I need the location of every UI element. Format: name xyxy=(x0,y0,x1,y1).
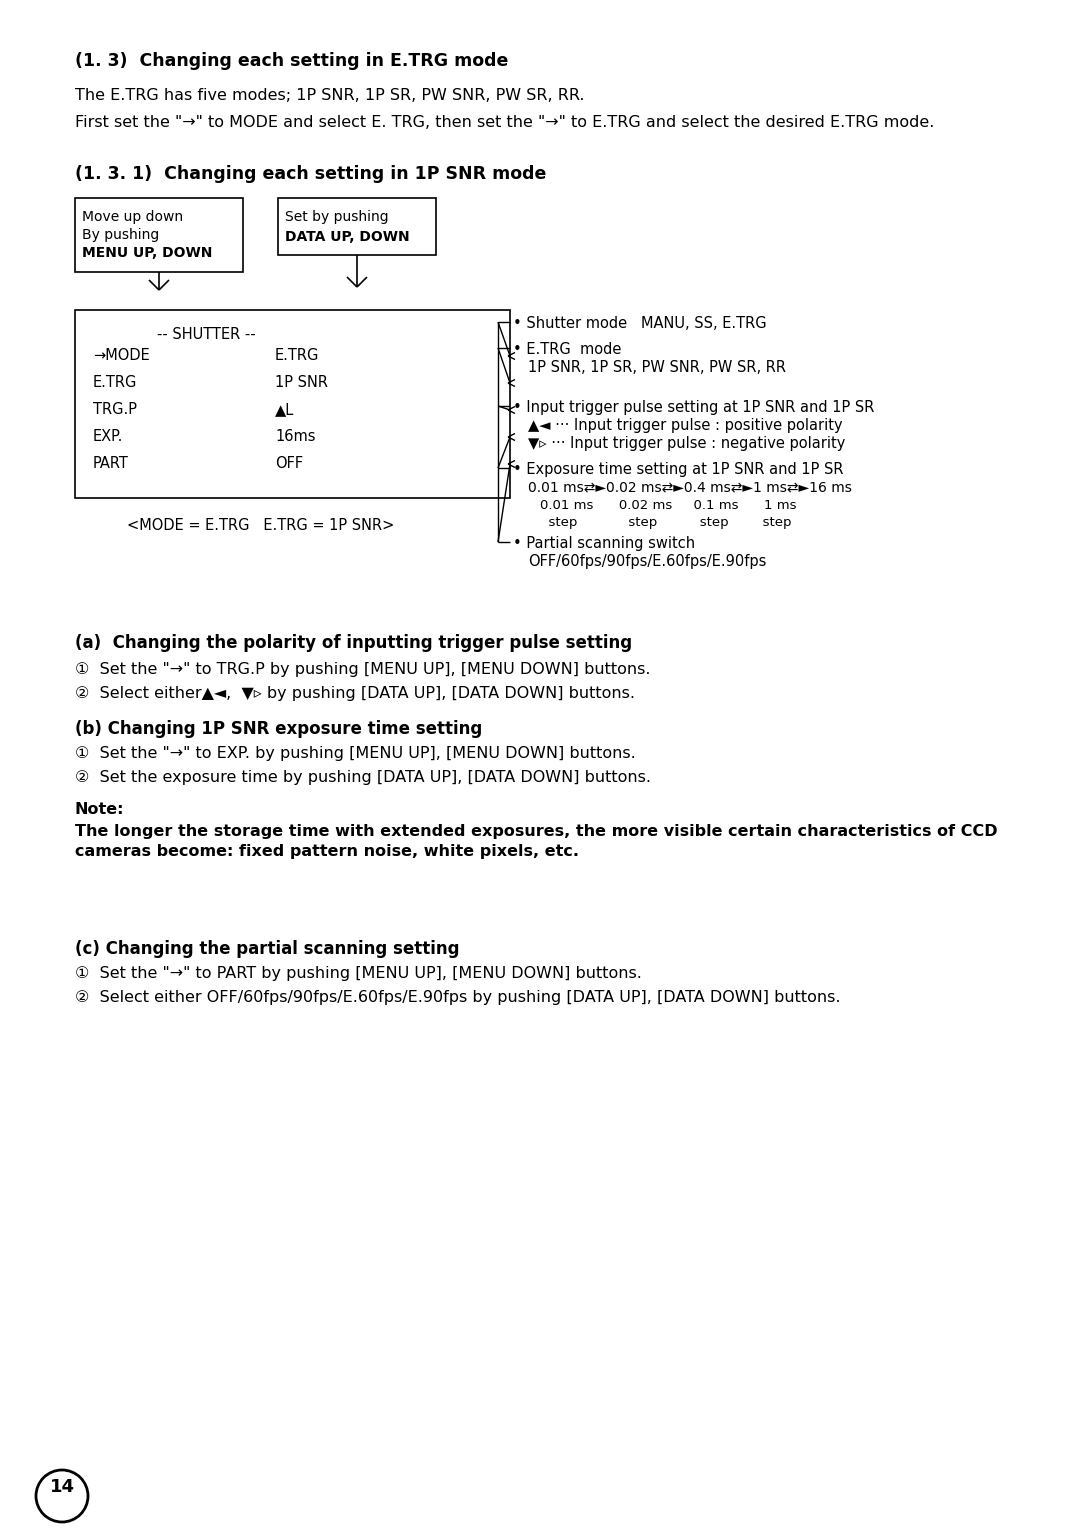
Text: By pushing: By pushing xyxy=(82,228,159,242)
Text: • Shutter mode   MANU, SS, E.TRG: • Shutter mode MANU, SS, E.TRG xyxy=(513,317,767,330)
Text: PART: PART xyxy=(93,456,129,471)
Text: • E.TRG  mode: • E.TRG mode xyxy=(513,342,621,356)
Text: 0.01 ms      0.02 ms     0.1 ms      1 ms: 0.01 ms 0.02 ms 0.1 ms 1 ms xyxy=(540,498,797,512)
Text: 1P SNR, 1P SR, PW SNR, PW SR, RR: 1P SNR, 1P SR, PW SNR, PW SR, RR xyxy=(528,359,786,375)
Text: cameras become: fixed pattern noise, white pixels, etc.: cameras become: fixed pattern noise, whi… xyxy=(75,844,579,859)
Text: 1P SNR: 1P SNR xyxy=(275,375,328,390)
Text: ①  Set the "→" to EXP. by pushing [MENU UP], [MENU DOWN] buttons.: ① Set the "→" to EXP. by pushing [MENU U… xyxy=(75,746,636,761)
Text: • Input trigger pulse setting at 1P SNR and 1P SR: • Input trigger pulse setting at 1P SNR … xyxy=(513,401,875,414)
Text: • Exposure time setting at 1P SNR and 1P SR: • Exposure time setting at 1P SNR and 1P… xyxy=(513,462,843,477)
Text: E.TRG: E.TRG xyxy=(275,349,320,362)
Text: 16ms: 16ms xyxy=(275,430,315,443)
Text: DATA UP, DOWN: DATA UP, DOWN xyxy=(285,229,409,245)
Text: First set the "→" to MODE and select E. TRG, then set the "→" to E.TRG and selec: First set the "→" to MODE and select E. … xyxy=(75,115,934,130)
Text: ▲◄ ··· Input trigger pulse : positive polarity: ▲◄ ··· Input trigger pulse : positive po… xyxy=(528,417,842,433)
Text: TRG.P: TRG.P xyxy=(93,402,137,417)
Text: ①  Set the "→" to TRG.P by pushing [MENU UP], [MENU DOWN] buttons.: ① Set the "→" to TRG.P by pushing [MENU … xyxy=(75,662,650,677)
Text: E.TRG: E.TRG xyxy=(93,375,137,390)
Text: →MODE: →MODE xyxy=(93,349,150,362)
Text: Move up down: Move up down xyxy=(82,209,184,225)
Text: (a)  Changing the polarity of inputting trigger pulse setting: (a) Changing the polarity of inputting t… xyxy=(75,635,632,651)
Text: (1. 3)  Changing each setting in E.TRG mode: (1. 3) Changing each setting in E.TRG mo… xyxy=(75,52,509,70)
Text: ▲L: ▲L xyxy=(275,402,294,417)
Text: MENU UP, DOWN: MENU UP, DOWN xyxy=(82,246,213,260)
Text: step            step          step        step: step step step step xyxy=(540,515,792,529)
Text: The E.TRG has five modes; 1P SNR, 1P SR, PW SNR, PW SR, RR.: The E.TRG has five modes; 1P SNR, 1P SR,… xyxy=(75,89,584,102)
Text: <MODE = E.TRG   E.TRG = 1P SNR>: <MODE = E.TRG E.TRG = 1P SNR> xyxy=(127,518,394,534)
Text: • Partial scanning switch: • Partial scanning switch xyxy=(513,537,696,550)
Bar xyxy=(75,310,510,498)
Text: Note:: Note: xyxy=(75,803,124,816)
Text: ▼▹ ··· Input trigger pulse : negative polarity: ▼▹ ··· Input trigger pulse : negative po… xyxy=(528,436,846,451)
Text: EXP.: EXP. xyxy=(93,430,123,443)
Text: ②  Select either OFF/60fps/90fps/E.60fps/E.90fps by pushing [DATA UP], [DATA DOW: ② Select either OFF/60fps/90fps/E.60fps/… xyxy=(75,989,840,1005)
Text: 0.01 ms⇄►0.02 ms⇄►0.4 ms⇄►1 ms⇄►16 ms: 0.01 ms⇄►0.02 ms⇄►0.4 ms⇄►1 ms⇄►16 ms xyxy=(528,480,852,494)
Text: (b) Changing 1P SNR exposure time setting: (b) Changing 1P SNR exposure time settin… xyxy=(75,720,483,739)
Text: ①  Set the "→" to PART by pushing [MENU UP], [MENU DOWN] buttons.: ① Set the "→" to PART by pushing [MENU U… xyxy=(75,966,642,982)
Text: (c) Changing the partial scanning setting: (c) Changing the partial scanning settin… xyxy=(75,940,459,959)
Text: 14: 14 xyxy=(50,1479,75,1495)
Text: ②  Select either▲◄,  ▼▹ by pushing [DATA UP], [DATA DOWN] buttons.: ② Select either▲◄, ▼▹ by pushing [DATA U… xyxy=(75,687,635,700)
Text: OFF/60fps/90fps/E.60fps/E.90fps: OFF/60fps/90fps/E.60fps/E.90fps xyxy=(528,553,767,569)
Bar xyxy=(278,197,436,255)
Text: The longer the storage time with extended exposures, the more visible certain ch: The longer the storage time with extende… xyxy=(75,824,998,839)
Bar xyxy=(75,197,243,272)
Text: -- SHUTTER --: -- SHUTTER -- xyxy=(157,327,256,342)
Text: OFF: OFF xyxy=(275,456,303,471)
Text: Set by pushing: Set by pushing xyxy=(285,209,389,225)
Text: (1. 3. 1)  Changing each setting in 1P SNR mode: (1. 3. 1) Changing each setting in 1P SN… xyxy=(75,165,546,183)
Text: ②  Set the exposure time by pushing [DATA UP], [DATA DOWN] buttons.: ② Set the exposure time by pushing [DATA… xyxy=(75,771,651,784)
